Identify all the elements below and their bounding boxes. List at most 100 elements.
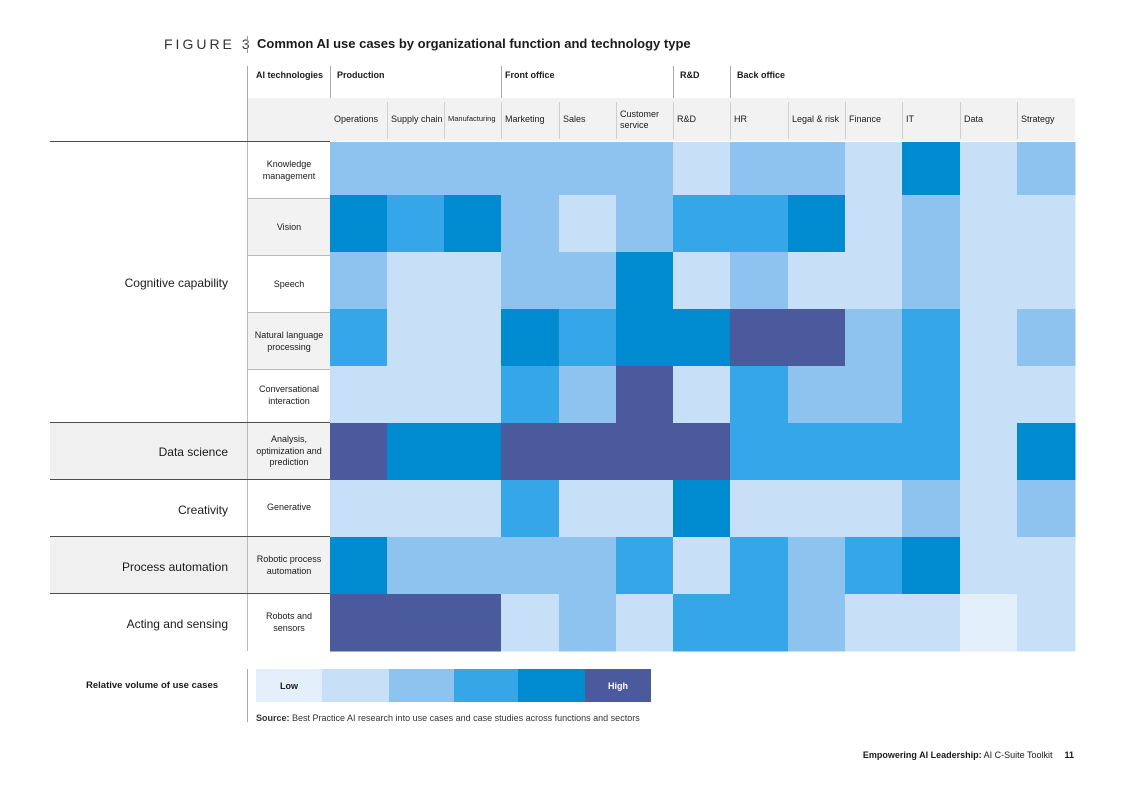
column-header: Strategy	[1021, 114, 1055, 125]
heatmap-cell	[902, 594, 961, 652]
heatmap-cell	[501, 309, 560, 367]
heatmap-cell	[845, 480, 903, 538]
heatmap-cell	[902, 423, 961, 481]
heatmap-cell	[673, 480, 731, 538]
heatmap-cell	[788, 537, 846, 595]
heatmap-cell	[1017, 537, 1076, 595]
legend-swatch	[256, 669, 322, 702]
heatmap-cell	[902, 366, 961, 424]
heatmap-cell	[559, 423, 617, 481]
heatmap-cell	[788, 142, 846, 196]
heatmap-cell	[1017, 366, 1076, 424]
row-label-analysis: Analysis, optimization and prediction	[248, 423, 330, 480]
heatmap-cell	[1017, 594, 1076, 652]
legend-swatch	[322, 669, 389, 702]
heatmap-cell	[559, 594, 617, 652]
heatmap-cell	[444, 537, 502, 595]
group-divider	[501, 66, 502, 98]
column-separator	[960, 102, 961, 139]
heatmap-cell	[616, 252, 674, 310]
heatmap-cell	[730, 423, 789, 481]
heatmap-cell	[730, 594, 789, 652]
heatmap-cell	[1017, 480, 1076, 538]
heatmap-cell	[387, 142, 445, 196]
heatmap-cell	[616, 594, 674, 652]
heatmap-cell	[616, 423, 674, 481]
column-header-band	[248, 98, 1075, 141]
row-separator	[50, 422, 330, 423]
column-separator	[845, 102, 846, 139]
heatmap-cell	[960, 537, 1018, 595]
heatmap-cell	[673, 309, 731, 367]
heatmap-cell	[330, 537, 388, 595]
heatmap-cell	[387, 309, 445, 367]
heatmap-cell	[444, 252, 502, 310]
row-separator	[50, 141, 330, 142]
heatmap-cell	[501, 594, 560, 652]
column-header: Manufacturing	[448, 114, 496, 124]
heatmap-cell	[730, 252, 789, 310]
heatmap-cell	[960, 309, 1018, 367]
heatmap-cell	[330, 423, 388, 481]
heatmap-cell	[1017, 423, 1076, 481]
heatmap-cell	[960, 423, 1018, 481]
heatmap-cell	[788, 309, 846, 367]
column-header: R&D	[677, 114, 697, 125]
column-separator	[559, 102, 560, 139]
heatmap-cell	[673, 423, 731, 481]
heatmap-cell	[501, 252, 560, 310]
heatmap-cell	[387, 537, 445, 595]
row-separator	[248, 369, 330, 370]
group-divider	[330, 66, 331, 98]
source-label: Source:	[256, 713, 290, 723]
title-divider	[247, 36, 248, 53]
heatmap-cell	[673, 142, 731, 196]
legend-label: Relative volume of use cases	[86, 680, 219, 691]
legend-high-label: High	[608, 681, 628, 691]
heatmap-cell	[616, 309, 674, 367]
column-header: HR	[734, 114, 747, 125]
heatmap-cell	[902, 252, 961, 310]
row-label-divider	[247, 142, 248, 651]
row-label-generative: Generative	[266, 502, 312, 513]
heatmap-cell	[559, 366, 617, 424]
heatmap-cell	[444, 142, 502, 196]
row-separator	[50, 593, 330, 594]
heatmap-cell	[730, 195, 789, 253]
column-separator	[1017, 102, 1018, 139]
heatmap-cell	[444, 423, 502, 481]
row-separator	[248, 255, 330, 256]
group-back-office: Back office	[737, 70, 786, 80]
column-separator	[788, 102, 789, 139]
row-separator	[50, 479, 330, 480]
row-label-robots-and-sensors: Robots and sensors	[265, 610, 313, 633]
group-production: Production	[337, 70, 385, 80]
heatmap-cell	[845, 594, 903, 652]
heatmap-cell	[616, 195, 674, 253]
group-rd: R&D	[680, 70, 700, 80]
heatmap-cell	[616, 142, 674, 196]
column-header: Data	[964, 114, 984, 125]
row-separator	[50, 536, 330, 537]
heatmap-cell	[845, 537, 903, 595]
heatmap-cell	[673, 594, 731, 652]
heatmap-cell	[902, 309, 961, 367]
heatmap-cell	[559, 142, 617, 196]
heatmap-cell	[730, 142, 789, 196]
heatmap-cell	[444, 195, 502, 253]
category-data-science: Data science	[158, 445, 228, 459]
column-separator	[902, 102, 903, 139]
heatmap-cell	[960, 195, 1018, 253]
heatmap-cell	[559, 537, 617, 595]
category-band	[50, 423, 248, 480]
source-note: Source: Best Practice AI research into u…	[256, 713, 640, 723]
row-separator	[248, 198, 330, 199]
heatmap-cell	[330, 195, 388, 253]
column-header: Supply chain	[391, 114, 443, 125]
legend-swatch	[454, 669, 518, 702]
category-band	[50, 537, 248, 594]
legend-swatch	[518, 669, 585, 702]
column-header: Finance	[849, 114, 882, 125]
category-creativity: Creativity	[177, 503, 228, 517]
